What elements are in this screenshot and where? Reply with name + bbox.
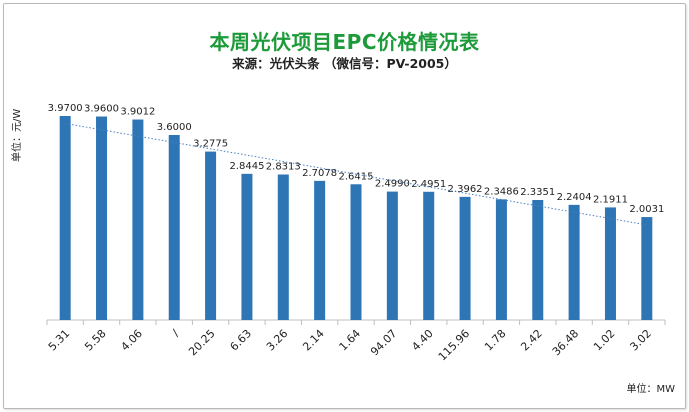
bar (132, 119, 144, 321)
bar (241, 173, 253, 320)
bar (386, 191, 398, 320)
data-label: 2.3486 (484, 186, 519, 197)
data-label: 2.4951 (411, 179, 446, 190)
data-label: 3.9600 (84, 104, 119, 115)
x-tick-label: 36.48 (550, 327, 581, 358)
x-tick-label: 1.02 (591, 327, 618, 354)
x-tick-label: 6.63 (228, 327, 255, 354)
x-tick-label: 4.06 (118, 327, 145, 354)
bar (314, 180, 326, 320)
bar (495, 199, 507, 320)
chart-subtitle: 来源：光伏头条 （微信号：PV-2005） (232, 56, 457, 71)
data-label: 3.2775 (193, 139, 228, 150)
x-tick-label: 5.31 (46, 327, 73, 354)
chart-title: 本周光伏项目EPC价格情况表 (209, 30, 480, 54)
bar (423, 191, 435, 320)
bar (59, 116, 71, 320)
bar (604, 207, 616, 320)
x-tick-label: / (170, 327, 182, 339)
bar (350, 184, 362, 320)
x-tick-label: 20.25 (186, 327, 217, 358)
bar (568, 204, 580, 320)
x-tick-label: 3.26 (264, 327, 291, 354)
x-tick-label: 115.96 (436, 327, 472, 363)
data-label: 2.4990 (375, 179, 410, 190)
trendline (65, 122, 647, 226)
data-label: 3.6000 (157, 122, 192, 133)
bar (459, 196, 471, 320)
bar (532, 200, 544, 320)
x-tick-label: 5.58 (82, 327, 109, 354)
data-label: 2.8313 (266, 162, 301, 173)
data-label: 2.7078 (302, 168, 337, 179)
x-tick-label: 1.78 (482, 327, 509, 354)
data-label: 2.1911 (593, 194, 628, 205)
data-label: 2.8445 (229, 161, 264, 172)
x-tick-label: 94.07 (368, 327, 399, 358)
x-tick-label: 1.64 (337, 327, 364, 354)
data-label: 2.6415 (339, 171, 374, 182)
x-tick-label: 4.40 (409, 327, 436, 354)
bar (168, 135, 180, 320)
data-label: 2.2404 (557, 192, 592, 203)
x-tick-label: 3.02 (627, 327, 654, 354)
bar (277, 174, 289, 320)
data-label: 3.9012 (120, 107, 155, 118)
data-label: 2.0031 (629, 204, 664, 215)
x-tick-label: 2.42 (518, 327, 545, 354)
bar (205, 151, 217, 320)
data-label: 2.3351 (520, 187, 555, 198)
data-label: 3.9700 (48, 103, 83, 114)
x-axis-unit: 单位：MW (626, 384, 675, 395)
bar (96, 116, 108, 320)
x-tick-label: 2.14 (300, 327, 327, 354)
data-label: 2.3962 (448, 184, 483, 195)
bar (641, 217, 653, 320)
